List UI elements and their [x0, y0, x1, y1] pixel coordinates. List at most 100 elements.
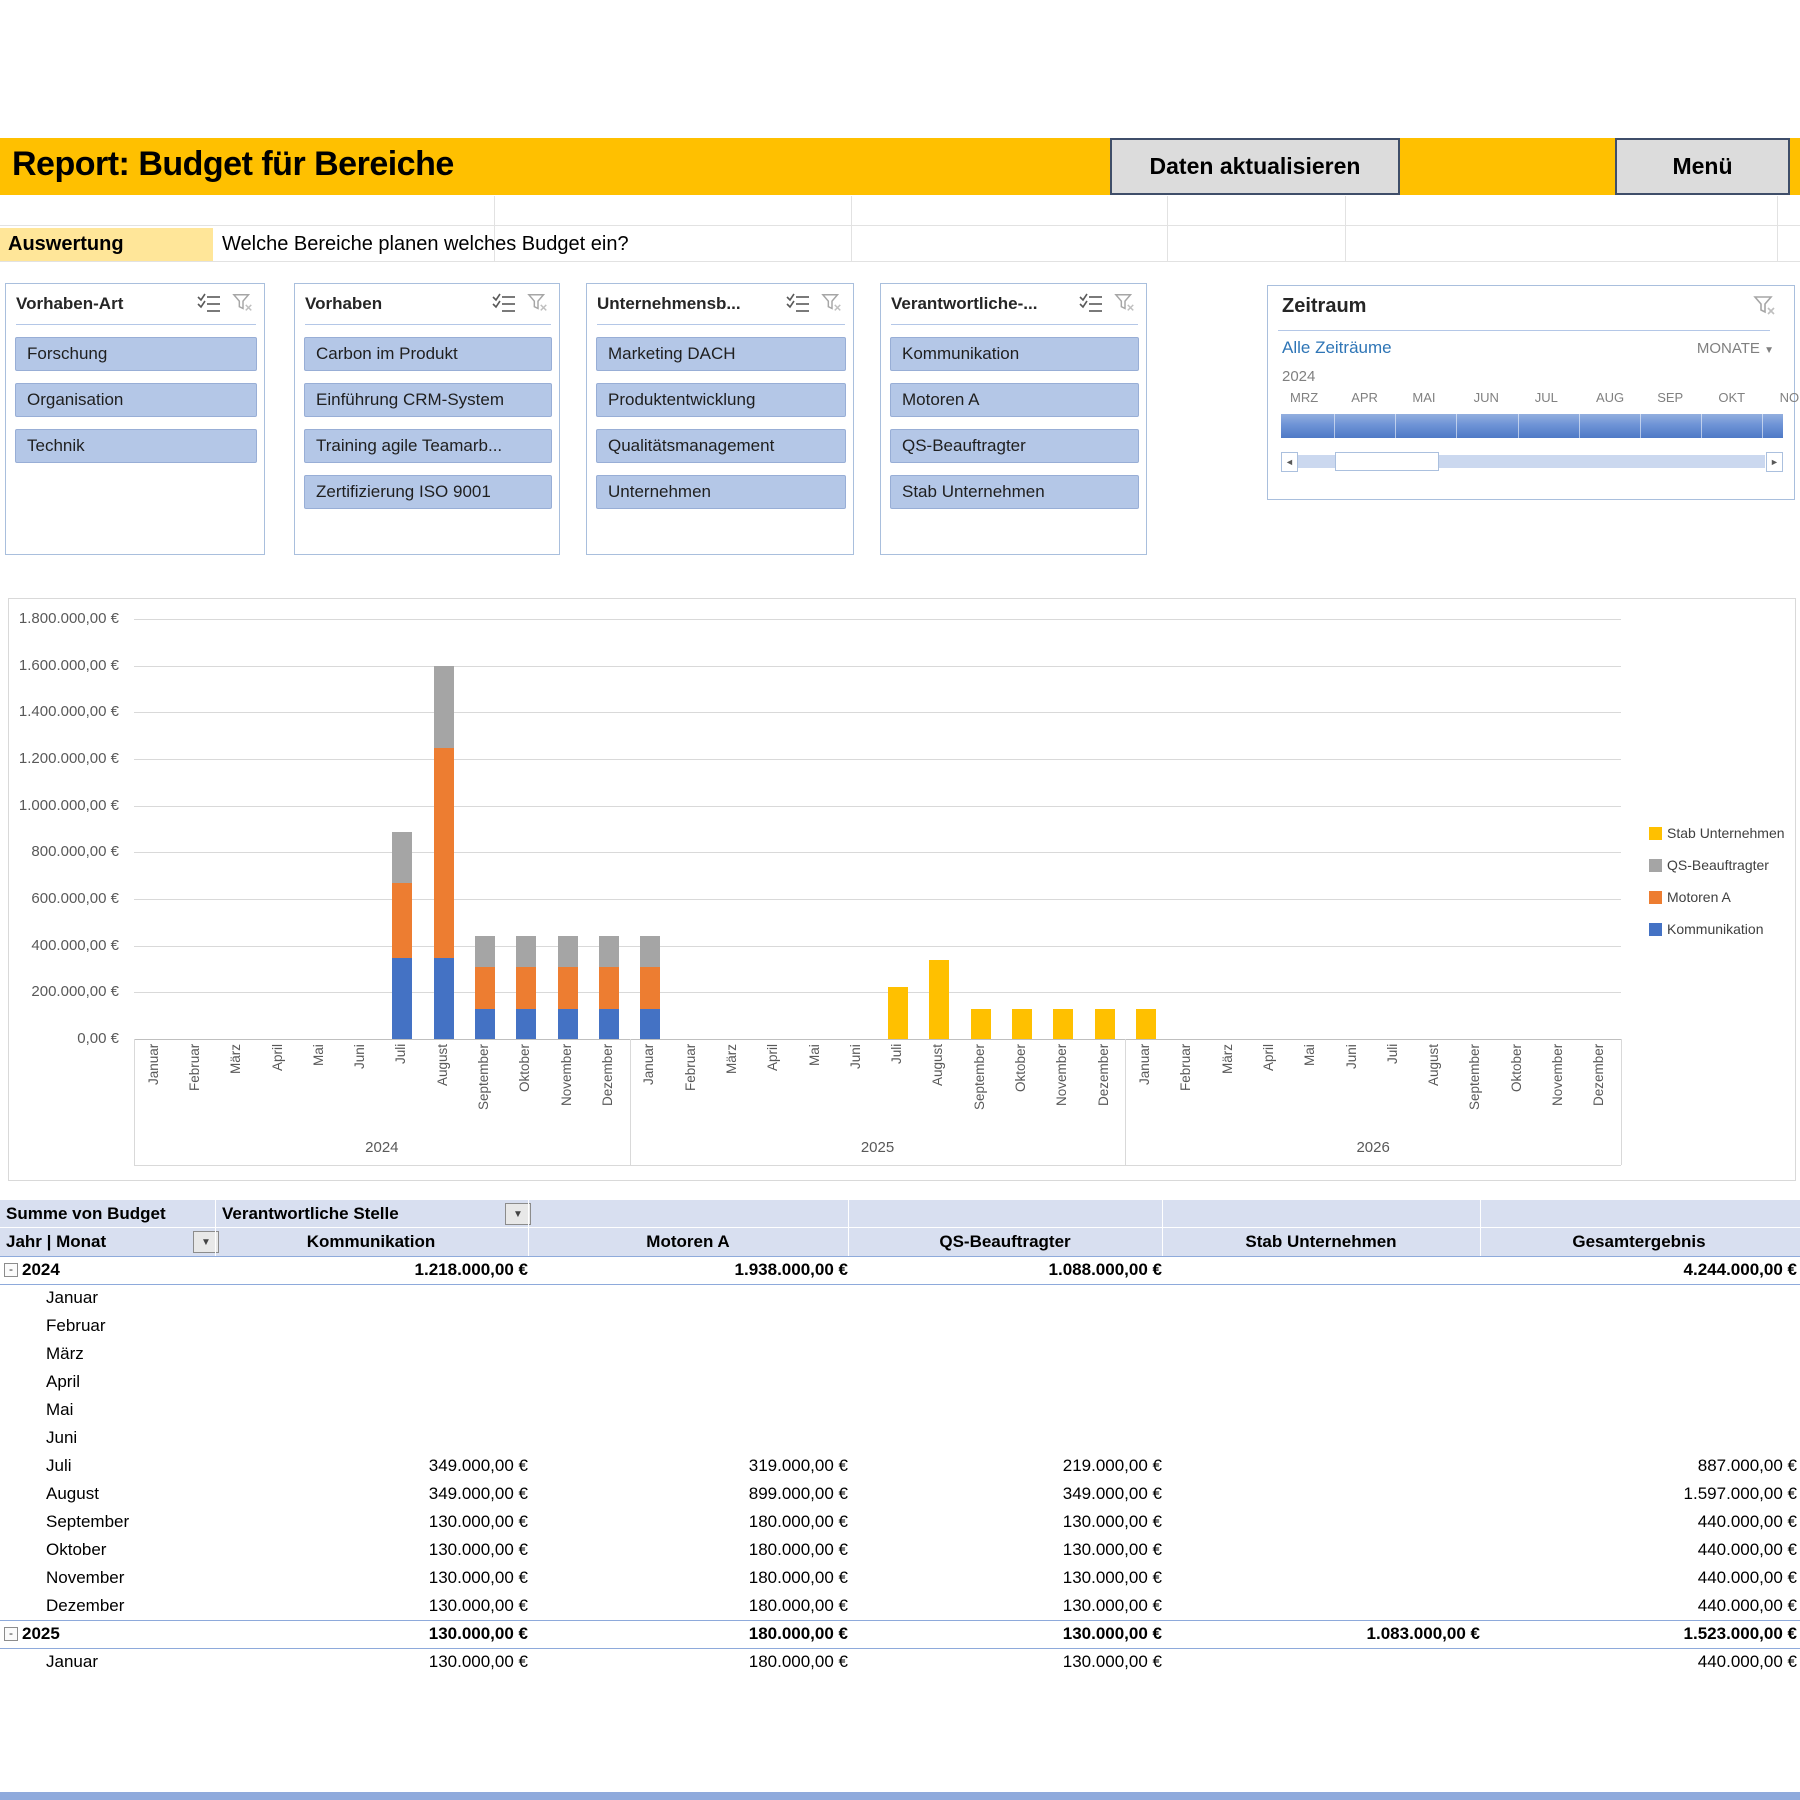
pivot-value-cell: 130.000,00 €: [308, 1536, 528, 1564]
y-axis-tick-label: 1.200.000,00 €: [11, 750, 119, 767]
pivot-row-label[interactable]: Dezember: [46, 1592, 124, 1620]
pivot-column-header[interactable]: Stab Unternehmen: [1191, 1228, 1451, 1256]
slicer-item[interactable]: Forschung: [15, 337, 257, 371]
x-axis-month-label: November: [559, 1044, 577, 1138]
x-axis-month-label: Juli: [1385, 1044, 1403, 1138]
slicer-title: Unternehmensb...: [597, 294, 741, 314]
y-axis-tick-label: 800.000,00 €: [11, 843, 119, 860]
timeline-bar-separator: [1579, 414, 1580, 438]
pivot-row-label[interactable]: Januar: [46, 1648, 98, 1676]
timeline-month-label: NO: [1780, 390, 1800, 405]
bar-segment-kommunikation: [392, 958, 412, 1039]
pivot-column-header[interactable]: QS-Beauftragter: [875, 1228, 1135, 1256]
pivot-row-label[interactable]: August: [46, 1480, 99, 1508]
pivot-row-label[interactable]: 2025: [22, 1620, 60, 1648]
bar-segment-motoren-a: [392, 883, 412, 957]
timeline-scrollbar-thumb[interactable]: [1335, 452, 1439, 471]
slicer-item[interactable]: Motoren A: [890, 383, 1139, 417]
clear-filter-icon[interactable]: [1752, 294, 1778, 318]
x-axis-month-label: Dezember: [1591, 1044, 1609, 1138]
slicer-item[interactable]: Stab Unternehmen: [890, 475, 1139, 509]
pivot-value-cell: 440.000,00 €: [1577, 1592, 1797, 1620]
pivot-value-cell: 1.088.000,00 €: [942, 1256, 1162, 1284]
report-page: Report: Budget für Bereiche Daten aktual…: [0, 0, 1800, 1800]
pivot-row-label[interactable]: September: [46, 1508, 129, 1536]
bar-segment-motoren-a: [599, 967, 619, 1009]
pivot-measure-label: Summe von Budget: [6, 1200, 166, 1228]
pivot-value-cell: 130.000,00 €: [942, 1508, 1162, 1536]
multiselect-icon[interactable]: [1078, 292, 1104, 314]
multiselect-icon[interactable]: [491, 292, 517, 314]
bar-segment-stab-unternehmen: [971, 1009, 991, 1039]
legend-label: QS-Beauftragter: [1667, 857, 1769, 873]
bar-segment-motoren-a: [640, 967, 660, 1009]
slicer-item[interactable]: Zertifizierung ISO 9001: [304, 475, 552, 509]
budget-chart: 0,00 €200.000,00 €400.000,00 €600.000,00…: [8, 598, 1796, 1181]
slicer-item[interactable]: Marketing DACH: [596, 337, 846, 371]
timeline-selection-bar[interactable]: [1281, 414, 1783, 438]
slicer-item[interactable]: Training agile Teamarb...: [304, 429, 552, 463]
clear-filter-icon[interactable]: [230, 292, 256, 314]
x-axis-month-label: August: [930, 1044, 948, 1138]
pivot-row-label[interactable]: Februar: [46, 1312, 106, 1340]
slicer-item[interactable]: Einführung CRM-System: [304, 383, 552, 417]
pivot-row-label[interactable]: Juli: [46, 1452, 72, 1480]
timeline-bar-separator: [1640, 414, 1641, 438]
pivot-value-cell: 349.000,00 €: [308, 1452, 528, 1480]
bar-segment-motoren-a: [558, 967, 578, 1009]
pivot-value-cell: 1.938.000,00 €: [628, 1256, 848, 1284]
pivot-row-label[interactable]: Juni: [46, 1424, 77, 1452]
pivot-row-label[interactable]: Mai: [46, 1396, 73, 1424]
collapse-box[interactable]: -: [4, 1627, 18, 1641]
y-axis-tick-label: 1.600.000,00 €: [11, 657, 119, 674]
year-separator-line: [1621, 1039, 1622, 1165]
refresh-data-button[interactable]: Daten aktualisieren: [1110, 138, 1400, 195]
collapse-box[interactable]: -: [4, 1263, 18, 1277]
clear-filter-icon[interactable]: [525, 292, 551, 314]
pivot-row-label[interactable]: Oktober: [46, 1536, 106, 1564]
timeline-zeitraum: Zeitraum Alle Zeiträume MONATE ▼ 2024 ◄ …: [1267, 285, 1795, 500]
menu-button[interactable]: Menü: [1615, 138, 1790, 195]
pivot-column-header[interactable]: Motoren A: [558, 1228, 818, 1256]
clear-filter-icon[interactable]: [819, 292, 845, 314]
y-gridline: [134, 852, 1621, 853]
timeline-level-dropdown[interactable]: MONATE ▼: [1656, 340, 1774, 357]
multiselect-icon[interactable]: [785, 292, 811, 314]
pivot-value-cell: 130.000,00 €: [308, 1648, 528, 1676]
slicer-item[interactable]: Organisation: [15, 383, 257, 417]
bottom-edge-strip: [0, 1792, 1800, 1800]
timeline-year-label: 2024: [1282, 368, 1315, 385]
pivot-column-header[interactable]: Kommunikation: [241, 1228, 501, 1256]
pivot-value-cell: 349.000,00 €: [942, 1480, 1162, 1508]
slicer-item[interactable]: Carbon im Produkt: [304, 337, 552, 371]
timeline-scroll-right-button[interactable]: ►: [1766, 452, 1783, 472]
pivot-row-label[interactable]: November: [46, 1564, 124, 1592]
clear-filter-icon[interactable]: [1112, 292, 1138, 314]
pivot-row-label[interactable]: März: [46, 1340, 84, 1368]
timeline-underline: [1278, 330, 1770, 331]
x-axis-year-label: 2025: [838, 1139, 918, 1156]
slicer-item[interactable]: Unternehmen: [596, 475, 846, 509]
x-axis-month-label: April: [765, 1044, 783, 1138]
slicer-item[interactable]: QS-Beauftragter: [890, 429, 1139, 463]
pivot-value-cell: 130.000,00 €: [942, 1620, 1162, 1648]
pivot-value-cell: 130.000,00 €: [942, 1564, 1162, 1592]
bar-segment-motoren-a: [434, 748, 454, 958]
x-axis-month-label: November: [1550, 1044, 1568, 1138]
pivot-value-cell: 130.000,00 €: [308, 1508, 528, 1536]
slicer-title: Verantwortliche-...: [891, 294, 1037, 314]
slicer-item[interactable]: Produktentwicklung: [596, 383, 846, 417]
pivot-column-header[interactable]: Gesamtergebnis: [1509, 1228, 1769, 1256]
slicer-item[interactable]: Qualitätsmanagement: [596, 429, 846, 463]
bar-segment-stab-unternehmen: [1053, 1009, 1073, 1039]
pivot-row-label[interactable]: April: [46, 1368, 80, 1396]
timeline-scroll-left-button[interactable]: ◄: [1281, 452, 1298, 472]
band-column-separator: [1480, 1200, 1481, 1256]
slicer-item[interactable]: Technik: [15, 429, 257, 463]
year-separator-line: [134, 1039, 135, 1165]
pivot-row-label[interactable]: Januar: [46, 1284, 98, 1312]
timeline-month-label: MRZ: [1290, 390, 1318, 405]
slicer-item[interactable]: Kommunikation: [890, 337, 1139, 371]
pivot-row-label[interactable]: 2024: [22, 1256, 60, 1284]
multiselect-icon[interactable]: [196, 292, 222, 314]
